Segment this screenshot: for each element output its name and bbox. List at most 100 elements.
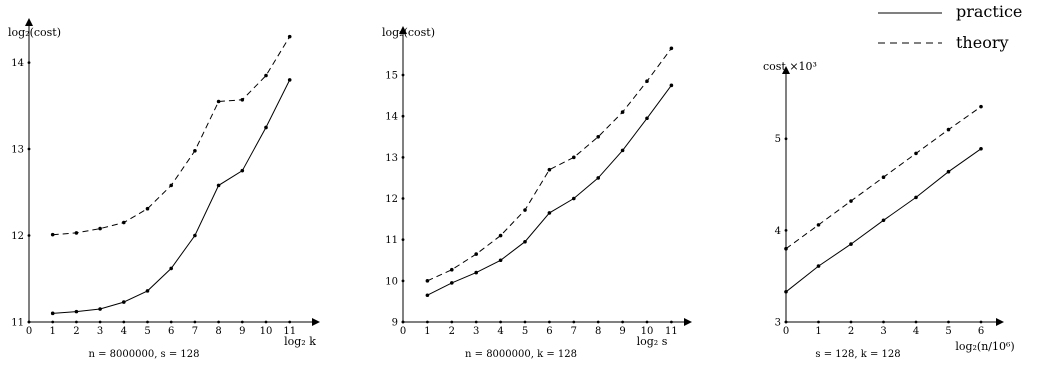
data-point-practice <box>498 258 503 263</box>
data-point-practice <box>287 78 292 82</box>
legend-practice-label: practice <box>956 2 1022 21</box>
x-tick-label: 6 <box>546 326 552 337</box>
x-tick-dot <box>217 320 221 324</box>
data-point-practice <box>474 270 479 275</box>
x-tick-label: 4 <box>497 326 503 337</box>
x-tick-label: 2 <box>848 326 854 337</box>
x-tick-dot <box>75 320 78 324</box>
x-tick-dot <box>645 320 649 324</box>
y-tick-label: 12 <box>385 194 398 205</box>
data-point-practice <box>122 300 126 304</box>
data-point-theory <box>816 223 821 227</box>
y-tick-label: 13 <box>11 145 24 156</box>
x-tick-dot <box>947 320 950 324</box>
legend-theory-label: theory <box>956 33 1009 52</box>
data-point-theory <box>264 73 268 78</box>
y-tick-label: 4 <box>775 226 781 237</box>
x-tick-dot <box>572 320 576 324</box>
data-point-theory <box>450 267 454 272</box>
chart-log-cost-vs-log-s: 0 1 2 3 4 5 6 7 8 9 10 119101112131415log₂(cost)log… <box>382 26 692 360</box>
y-tick-dot <box>27 147 31 151</box>
data-point-theory <box>596 134 600 139</box>
data-point-theory <box>523 208 527 212</box>
y-axis-label: cost ×10³ <box>763 60 817 73</box>
x-tick-label: 1 <box>815 326 821 337</box>
data-point-theory <box>287 34 292 39</box>
data-point-practice <box>620 148 625 153</box>
x-tick-label: 5 <box>144 326 150 337</box>
data-point-practice <box>849 242 853 246</box>
data-point-practice <box>784 289 788 294</box>
x-tick-label: 5 <box>945 326 951 337</box>
data-point-practice <box>145 289 150 293</box>
x-tick-dot <box>817 320 820 324</box>
data-point-theory <box>425 279 430 283</box>
y-tick-dot <box>27 320 31 324</box>
data-point-theory <box>784 246 788 251</box>
data-point-theory <box>914 151 918 156</box>
x-tick-label: 9 <box>619 326 625 337</box>
y-tick-dot <box>401 155 405 159</box>
x-tick-dot <box>499 320 502 324</box>
data-point-theory <box>193 148 197 153</box>
x-tick-dot <box>474 320 478 324</box>
series-line-practice <box>427 85 672 296</box>
data-point-practice <box>596 176 600 180</box>
data-point-practice <box>193 233 197 238</box>
y-tick-dot <box>401 197 405 200</box>
x-tick-label: 3 <box>473 326 479 337</box>
x-tick-label: 7 <box>192 326 198 337</box>
y-tick-label: 11 <box>11 318 24 329</box>
data-point-practice <box>264 125 268 130</box>
data-point-theory <box>498 233 503 238</box>
data-point-theory <box>98 226 102 231</box>
data-point-practice <box>450 281 454 285</box>
data-point-theory <box>979 104 983 109</box>
x-tick-dot <box>146 320 149 324</box>
data-point-theory <box>946 127 951 132</box>
x-tick-label: 0 <box>26 326 32 337</box>
data-point-practice <box>425 293 430 298</box>
x-axis-label: log₂(n/10⁶) <box>955 340 1014 353</box>
x-tick-label: 4 <box>913 326 919 337</box>
data-point-theory <box>620 110 625 114</box>
data-point-theory <box>669 46 674 51</box>
x-tick-dot <box>288 320 292 324</box>
x-tick-dot <box>51 320 55 324</box>
y-tick-label: 5 <box>775 134 781 145</box>
y-tick-dot <box>401 114 405 118</box>
chart-caption: n = 8000000, k = 128 <box>465 349 577 360</box>
data-point-practice <box>914 195 918 200</box>
data-point-practice <box>881 218 886 223</box>
y-tick-label: 9 <box>392 318 398 329</box>
y-axis-label: log₂(cost) <box>8 26 61 39</box>
data-point-practice <box>946 169 951 174</box>
x-axis-label: log₂ k <box>284 335 316 348</box>
x-tick-label: 7 <box>571 326 577 337</box>
chart-cost-vs-log-n: 0 1 2 3 4 5 6 3 4 5 cost ×10³ log₂(n/10⁶) s = 128, k… <box>763 60 1015 360</box>
data-point-theory <box>169 183 173 188</box>
y-tick-dot <box>401 279 405 283</box>
x-tick-label: 5 <box>522 326 528 337</box>
y-tick-dot <box>27 234 31 237</box>
data-point-theory <box>122 220 126 225</box>
y-tick-label: 10 <box>385 276 398 287</box>
data-point-theory <box>547 167 552 172</box>
x-tick-label: 0 <box>400 326 406 337</box>
x-tick-label: 10 <box>641 326 654 337</box>
x-tick-dot <box>523 320 527 324</box>
data-point-theory <box>474 252 479 256</box>
x-tick-label: 3 <box>97 326 103 337</box>
y-tick-dot <box>401 320 405 324</box>
data-point-theory <box>50 232 55 237</box>
x-tick-dot <box>240 320 244 324</box>
x-tick-label: 11 <box>665 326 678 337</box>
x-tick-dot <box>193 320 197 324</box>
y-tick-dot <box>784 137 788 141</box>
data-point-theory <box>849 199 853 203</box>
data-point-practice <box>240 168 245 173</box>
x-tick-label: 3 <box>880 326 886 337</box>
y-axis-label: log₂(cost) <box>382 26 435 39</box>
